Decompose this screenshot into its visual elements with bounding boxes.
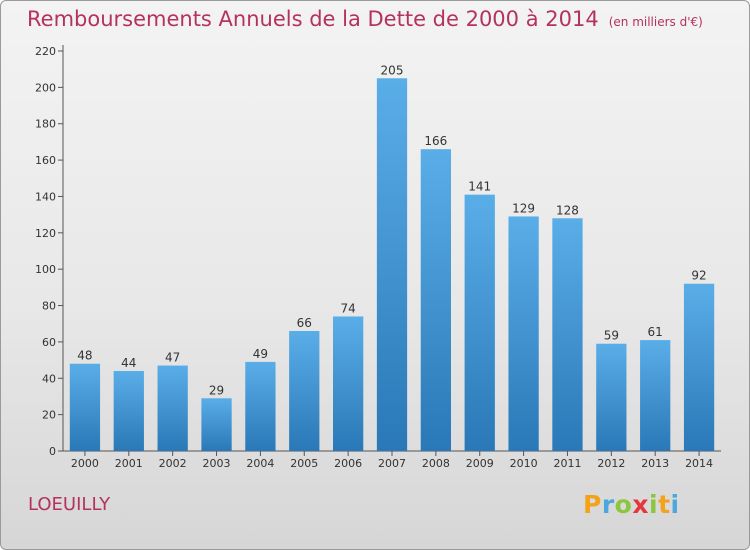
x-axis: 2000 2001 2002 2003 2004 2005 2006 2007 2008 2009… — [63, 450, 721, 470]
bar — [289, 331, 320, 451]
y-axis: 0 20 40 60 80 100 120 140 160 180 200 220 — [35, 45, 64, 458]
x-tick-label: 2010 — [510, 457, 538, 470]
x-tick-label: 2006 — [334, 457, 362, 470]
chart-title: Remboursements Annuels de la Dette de 20… — [27, 7, 599, 31]
y-tick-label: 220 — [35, 45, 56, 58]
x-tick-label: 2009 — [466, 457, 494, 470]
bar — [683, 283, 715, 451]
logo-letter: t — [658, 490, 671, 519]
bar-value-label: 166 — [424, 134, 447, 148]
x-tick-label: 2014 — [685, 457, 713, 470]
logo-letter: r — [601, 490, 615, 519]
bar-value-label: 49 — [253, 347, 268, 361]
unit-note: (en milliers d'€) — [608, 15, 703, 29]
y-tick-label: 200 — [35, 81, 56, 94]
bar-value-label: 29 — [209, 383, 224, 397]
bar-value-label: 205 — [381, 63, 404, 77]
y-tick-label: 160 — [35, 154, 56, 167]
y-tick-label: 20 — [42, 409, 56, 422]
bar — [596, 343, 627, 451]
bar — [640, 340, 671, 451]
bar-value-label: 128 — [556, 203, 579, 217]
x-tick-label: 2003 — [203, 457, 231, 470]
y-tick-label: 140 — [35, 190, 56, 203]
bar — [332, 316, 364, 451]
y-tick-label: 80 — [42, 300, 56, 313]
x-tick-label: 2001 — [115, 457, 143, 470]
y-tick-label: 40 — [42, 372, 56, 385]
bar-value-label: 74 — [340, 301, 355, 315]
bar — [464, 194, 495, 452]
x-tick-label: 2007 — [378, 457, 406, 470]
x-tick-label: 2000 — [71, 457, 99, 470]
bar — [157, 365, 188, 451]
x-tick-label: 2004 — [246, 457, 274, 470]
x-tick-label: 2012 — [597, 457, 625, 470]
title-row: Remboursements Annuels de la Dette de 20… — [27, 7, 703, 31]
bar — [245, 361, 276, 451]
logo-letter: i — [670, 490, 680, 519]
bar-value-label: 61 — [648, 325, 663, 339]
x-tick-label: 2002 — [159, 457, 187, 470]
bar — [552, 218, 583, 451]
y-tick-label: 100 — [35, 263, 56, 276]
bar-value-label: 129 — [512, 201, 535, 215]
bar — [376, 78, 408, 451]
bar — [508, 216, 539, 451]
bar-value-label: 141 — [468, 180, 491, 194]
bar-value-label: 47 — [165, 351, 180, 365]
bar — [201, 398, 232, 451]
y-tick-label: 60 — [42, 336, 56, 349]
bar-value-label: 59 — [604, 329, 619, 343]
bars — [69, 78, 715, 452]
x-tick-label: 2013 — [641, 457, 669, 470]
logo-letter: x — [632, 490, 649, 519]
logo-letter: i — [649, 490, 659, 519]
logo-letter: P — [583, 490, 602, 519]
x-tick-label: 2008 — [422, 457, 450, 470]
bar — [69, 363, 101, 451]
y-tick-label: 120 — [35, 227, 56, 240]
y-tick-label: 0 — [49, 445, 56, 458]
x-tick-label: 2011 — [553, 457, 581, 470]
bar-value-label: 92 — [691, 269, 706, 283]
bar — [113, 371, 144, 451]
logo-letter: o — [614, 490, 633, 519]
bar-value-label: 66 — [297, 316, 312, 330]
bar-value-label: 44 — [121, 356, 136, 370]
y-tick-label: 180 — [35, 118, 56, 131]
x-tick-label: 2005 — [290, 457, 318, 470]
commune-name: LOEUILLY — [28, 494, 111, 515]
bar-labels: 48 44 47 29 49 66 74 205 166 141 129 128 59 61 92 — [77, 63, 706, 397]
proxiti-logo: Proxiti — [583, 490, 680, 519]
bar — [420, 149, 452, 451]
bar-value-label: 48 — [77, 349, 92, 363]
